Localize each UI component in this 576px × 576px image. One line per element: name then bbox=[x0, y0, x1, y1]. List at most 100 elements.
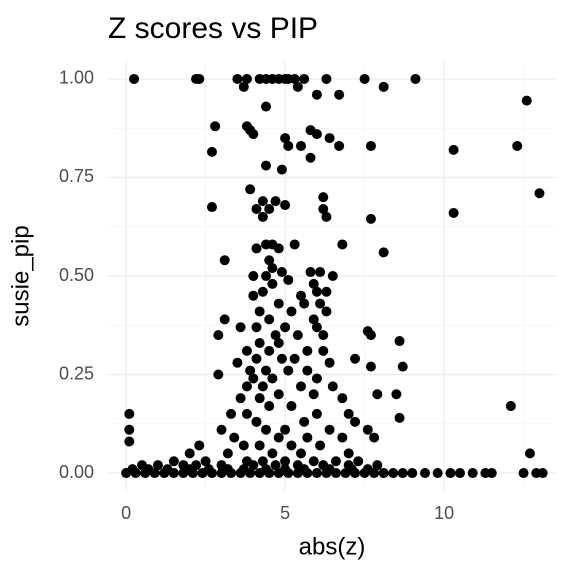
point bbox=[315, 440, 326, 451]
point bbox=[127, 464, 138, 475]
point bbox=[318, 192, 329, 203]
point bbox=[254, 337, 265, 348]
point bbox=[264, 401, 275, 412]
point bbox=[337, 432, 348, 443]
point bbox=[391, 389, 402, 400]
point bbox=[321, 211, 332, 222]
chart-title: Z scores vs PIP bbox=[108, 12, 318, 45]
point bbox=[270, 196, 281, 207]
x-tick-label: 10 bbox=[434, 503, 454, 523]
point bbox=[276, 353, 287, 364]
point bbox=[350, 416, 361, 427]
point bbox=[261, 365, 272, 376]
point bbox=[203, 464, 214, 475]
point bbox=[365, 213, 376, 224]
point bbox=[222, 464, 233, 475]
point bbox=[295, 381, 306, 392]
point bbox=[324, 133, 335, 144]
point bbox=[257, 286, 268, 297]
point bbox=[365, 361, 376, 372]
y-tick-label: 0.25 bbox=[59, 363, 94, 383]
point bbox=[280, 424, 291, 435]
point bbox=[245, 184, 256, 195]
point bbox=[280, 200, 291, 211]
point bbox=[372, 389, 383, 400]
point bbox=[248, 290, 259, 301]
point bbox=[305, 152, 316, 163]
point bbox=[289, 73, 300, 84]
point bbox=[232, 73, 243, 84]
point bbox=[365, 330, 376, 341]
point bbox=[241, 408, 252, 419]
point bbox=[420, 468, 431, 479]
point bbox=[229, 432, 240, 443]
point bbox=[343, 448, 354, 459]
point bbox=[311, 89, 322, 100]
point bbox=[534, 188, 545, 199]
point bbox=[337, 239, 348, 250]
point bbox=[257, 381, 268, 392]
point bbox=[302, 432, 313, 443]
y-tick-label: 0.75 bbox=[59, 166, 94, 186]
point bbox=[257, 211, 268, 222]
point bbox=[302, 365, 313, 376]
point bbox=[311, 373, 322, 384]
point bbox=[264, 204, 275, 215]
point bbox=[295, 290, 306, 301]
point bbox=[334, 140, 345, 151]
point bbox=[321, 306, 332, 317]
point bbox=[276, 267, 287, 278]
point bbox=[267, 278, 278, 289]
point bbox=[261, 101, 272, 112]
point bbox=[143, 464, 154, 475]
point bbox=[248, 460, 259, 471]
point bbox=[327, 271, 338, 281]
point bbox=[311, 322, 322, 333]
point bbox=[241, 73, 252, 84]
point bbox=[521, 95, 532, 106]
point bbox=[213, 330, 224, 341]
point bbox=[286, 306, 297, 317]
x-tick-label: 5 bbox=[280, 503, 290, 523]
y-axis-label: susie_pip bbox=[7, 225, 34, 326]
point bbox=[324, 464, 335, 475]
point bbox=[311, 129, 322, 140]
point bbox=[318, 330, 329, 341]
point bbox=[238, 464, 249, 475]
point bbox=[273, 432, 284, 443]
point bbox=[257, 456, 268, 467]
point bbox=[394, 412, 405, 423]
point bbox=[397, 361, 408, 372]
point bbox=[337, 393, 348, 404]
point bbox=[289, 353, 300, 364]
point bbox=[299, 73, 310, 84]
point bbox=[305, 267, 316, 278]
point bbox=[254, 393, 265, 404]
point bbox=[184, 464, 195, 475]
point bbox=[512, 140, 523, 151]
point bbox=[184, 448, 195, 459]
point bbox=[264, 255, 275, 266]
point bbox=[251, 416, 262, 427]
point bbox=[251, 243, 262, 254]
point bbox=[302, 345, 313, 356]
point bbox=[292, 81, 303, 92]
point bbox=[299, 298, 310, 309]
point bbox=[524, 448, 535, 459]
y-tick-label: 0.00 bbox=[59, 462, 94, 482]
point bbox=[394, 336, 405, 347]
point bbox=[264, 345, 275, 356]
point bbox=[241, 381, 252, 392]
point bbox=[219, 314, 230, 325]
point bbox=[226, 408, 237, 419]
point bbox=[321, 73, 332, 84]
point bbox=[343, 408, 354, 419]
point bbox=[407, 468, 418, 479]
point bbox=[276, 164, 287, 175]
point bbox=[445, 468, 456, 479]
point bbox=[518, 468, 529, 479]
point bbox=[372, 460, 383, 471]
point bbox=[251, 353, 262, 364]
point bbox=[295, 448, 306, 459]
